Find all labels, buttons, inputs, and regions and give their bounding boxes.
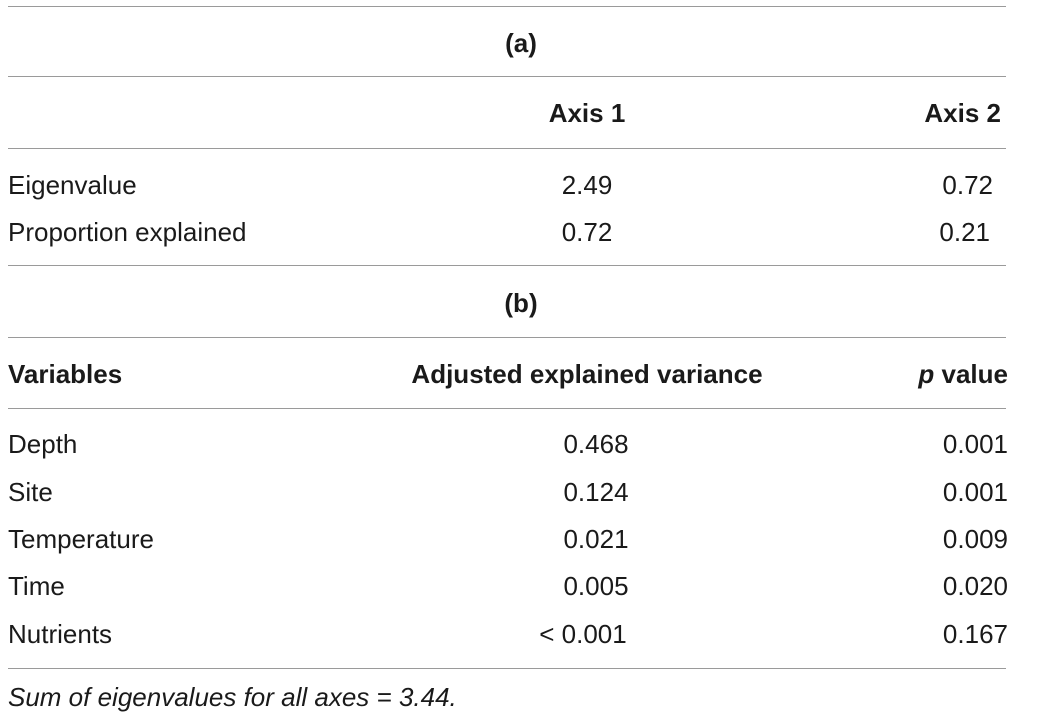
cell-site-p: 0.001 [942, 477, 1008, 507]
cell-time-p: 0.020 [942, 571, 1008, 601]
header-p-value: p value [918, 359, 1008, 389]
table-bottom-rule [8, 668, 1006, 669]
cell-proportion-axis-1: 0.72 [561, 217, 613, 247]
section-a-label: (a) [505, 28, 537, 58]
row-label-proportion: Proportion explained [8, 217, 247, 247]
row-label-eigenvalue: Eigenvalue [8, 170, 137, 200]
header-b-rule [8, 408, 1006, 409]
section-b-label: (b) [504, 288, 538, 318]
section-a-bottom-rule [8, 265, 1006, 266]
cell-temperature-variance: 0.021 [563, 524, 629, 554]
cell-nutrients-p: 0.167 [942, 619, 1008, 649]
row-label-site: Site [8, 477, 53, 507]
header-axis-1: Axis 1 [548, 98, 626, 128]
row-label-nutrients: Nutrients [8, 619, 113, 649]
header-a-rule [8, 148, 1006, 149]
section-a-rule [8, 76, 1006, 77]
cell-nutrients-variance: < 0.001 [539, 619, 627, 649]
section-b-rule [8, 337, 1006, 338]
row-label-time: Time [8, 571, 65, 601]
cell-proportion-axis-2: 0.21 [939, 217, 990, 247]
value-word: value [941, 359, 1009, 389]
cell-depth-p: 0.001 [942, 429, 1008, 459]
cell-temperature-p: 0.009 [942, 524, 1008, 554]
p-symbol: p [918, 359, 935, 389]
cell-site-variance: 0.124 [563, 477, 629, 507]
row-label-temperature: Temperature [8, 524, 154, 554]
header-variables: Variables [8, 359, 123, 389]
cell-depth-variance: 0.468 [563, 429, 629, 459]
row-label-depth: Depth [8, 429, 78, 459]
cell-time-variance: 0.005 [563, 571, 629, 601]
cell-eigenvalue-axis-1: 2.49 [561, 170, 613, 200]
cell-eigenvalue-axis-2: 0.72 [942, 170, 993, 200]
header-adjusted-explained-variance: Adjusted explained variance [411, 359, 763, 389]
table-top-rule [8, 6, 1006, 7]
table-footnote: Sum of eigenvalues for all axes = 3.44. [8, 682, 457, 712]
header-axis-2: Axis 2 [924, 98, 1001, 128]
